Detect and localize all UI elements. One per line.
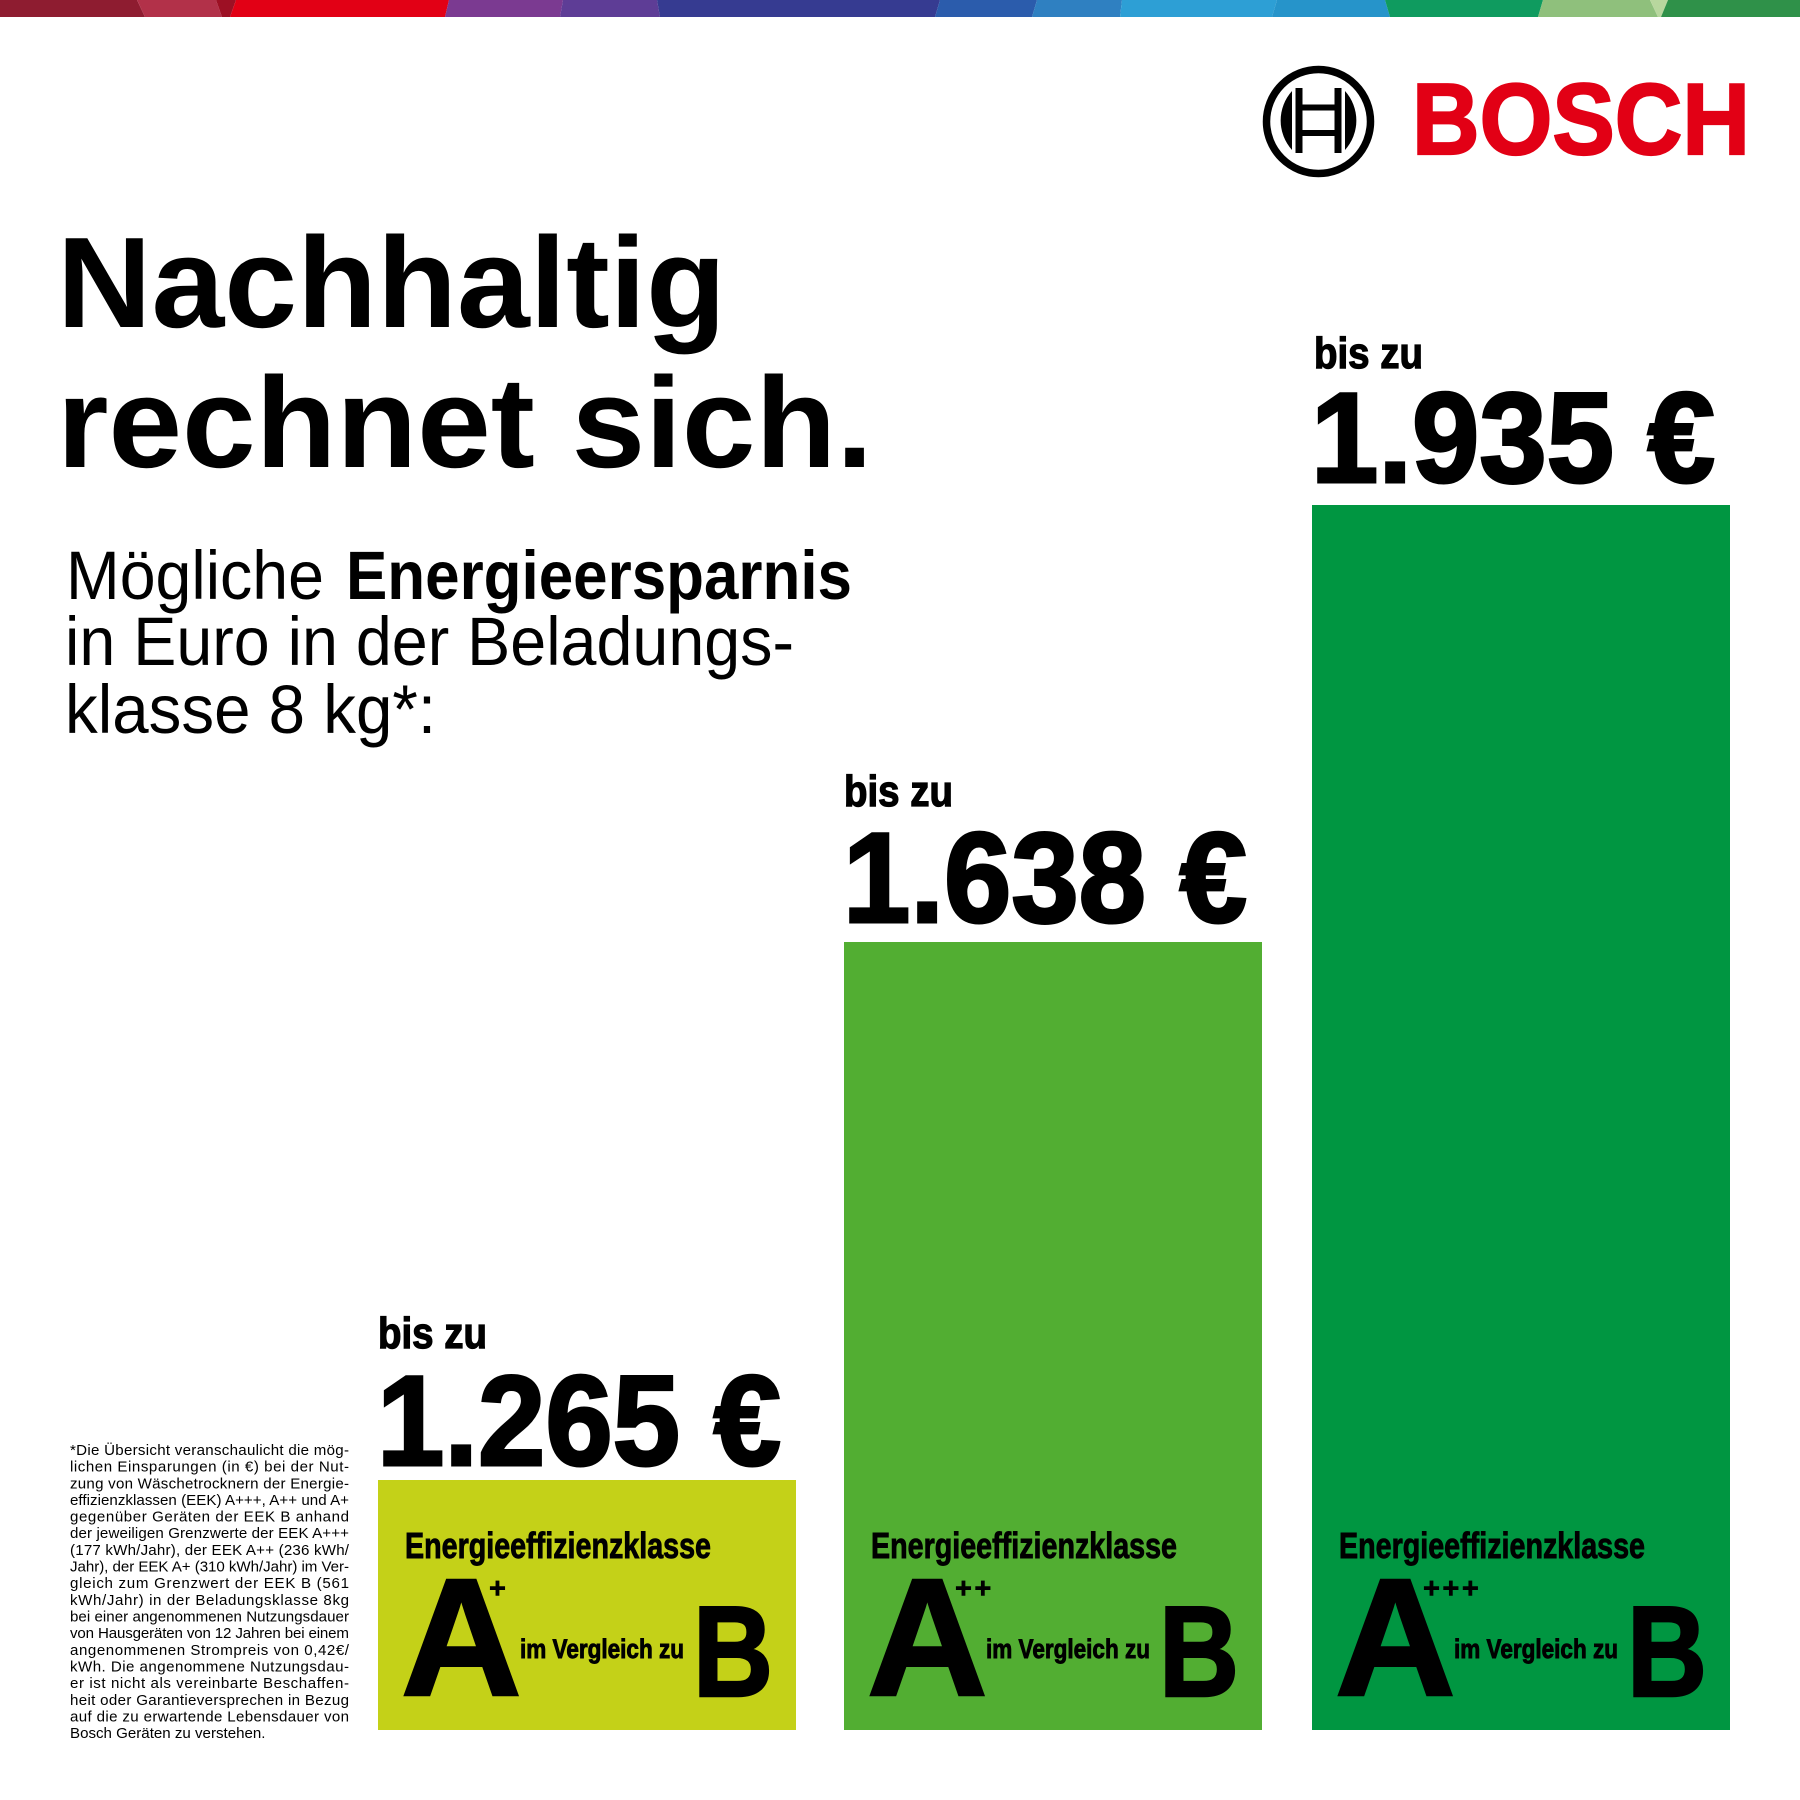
svg-text:der jeweiligen Grenzwerte der: der jeweiligen Grenzwerte der EEK A+++ bbox=[70, 1525, 349, 1542]
svg-text:bis zu: bis zu bbox=[378, 1309, 487, 1358]
svg-text:Bosch Geräten zu verstehen.: Bosch Geräten zu verstehen. bbox=[70, 1725, 266, 1742]
svg-text:heit oder Garantieversprechen: heit oder Garantieversprechen in Bezug bbox=[70, 1692, 349, 1709]
svg-text:(177 kWh/Jahr), der EEK A++ (2: (177 kWh/Jahr), der EEK A++ (236 kWh/ bbox=[70, 1542, 350, 1559]
svg-text:gegenüber Geräten der EEK B an: gegenüber Geräten der EEK B anhand bbox=[70, 1509, 349, 1526]
svg-text:1.935 €: 1.935 € bbox=[1311, 367, 1715, 510]
svg-text:angenommenen Strompreis von 0,: angenommenen Strompreis von 0,42€/ bbox=[70, 1642, 350, 1659]
svg-text:von Hausgeräten von 12 Jahren: von Hausgeräten von 12 Jahren bei einem bbox=[70, 1625, 349, 1642]
svg-text:Energieeffizienzklasse: Energieeffizienzklasse bbox=[405, 1525, 711, 1566]
svg-text:im Vergleich zu: im Vergleich zu bbox=[986, 1634, 1150, 1664]
svg-text:A: A bbox=[401, 1545, 522, 1731]
svg-text:bei einer angenommenen Nutzung: bei einer angenommenen Nutzungsdauer bbox=[70, 1609, 349, 1626]
svg-text:Mögliche: Mögliche bbox=[66, 537, 324, 614]
svg-text:B: B bbox=[1627, 1580, 1707, 1724]
svg-text:bis zu: bis zu bbox=[1314, 329, 1423, 378]
svg-text:A: A bbox=[1335, 1545, 1456, 1731]
svg-text:zung von Wäschetrocknern der E: zung von Wäschetrocknern der Energie- bbox=[70, 1475, 349, 1492]
svg-text:Energieersparnis: Energieersparnis bbox=[346, 537, 852, 614]
svg-text:1.638 €: 1.638 € bbox=[843, 807, 1247, 950]
svg-text:*Die Übersicht veranschaulicht: *Die Übersicht veranschaulicht die mög- bbox=[70, 1441, 349, 1459]
svg-text:lichen Einsparungen (in €) bei: lichen Einsparungen (in €) bei der Nut- bbox=[70, 1459, 349, 1476]
svg-text:rechnet sich.: rechnet sich. bbox=[57, 351, 873, 495]
svg-text:im Vergleich zu: im Vergleich zu bbox=[1454, 1634, 1618, 1664]
svg-text:A: A bbox=[867, 1545, 988, 1731]
svg-text:Energieeffizienzklasse: Energieeffizienzklasse bbox=[871, 1525, 1177, 1566]
svg-text:1.265 €: 1.265 € bbox=[377, 1350, 781, 1493]
svg-text:BOSCH: BOSCH bbox=[1412, 62, 1750, 176]
svg-text:+: + bbox=[489, 1573, 508, 1605]
svg-text:++: ++ bbox=[955, 1573, 994, 1605]
svg-text:er ist nicht als vereinbarte B: er ist nicht als vereinbarte Beschaffen- bbox=[70, 1675, 349, 1692]
svg-text:Energieeffizienzklasse: Energieeffizienzklasse bbox=[1339, 1525, 1645, 1566]
svg-text:kWh. Die angenommene Nutzungsd: kWh. Die angenommene Nutzungsdau- bbox=[70, 1659, 349, 1676]
svg-text:auf die zu erwartende Lebensda: auf die zu erwartende Lebensdauer von bbox=[70, 1708, 349, 1725]
svg-text:im Vergleich zu: im Vergleich zu bbox=[520, 1634, 684, 1664]
svg-text:B: B bbox=[693, 1580, 773, 1724]
svg-text:effizienzklassen (EEK) A+++, A: effizienzklassen (EEK) A+++, A++ und A+ bbox=[70, 1492, 349, 1509]
svg-text:in Euro in der Beladungs-: in Euro in der Beladungs- bbox=[65, 603, 794, 680]
svg-text:B: B bbox=[1159, 1580, 1239, 1724]
svg-text:+++: +++ bbox=[1423, 1573, 1481, 1605]
svg-text:bis zu: bis zu bbox=[844, 767, 953, 816]
svg-text:kWh/Jahr) in der Beladungsklas: kWh/Jahr) in der Beladungsklasse 8kg bbox=[70, 1592, 349, 1609]
svg-text:gleich zum Grenzwert der EEK B: gleich zum Grenzwert der EEK B (561 bbox=[70, 1575, 349, 1592]
svg-text:Jahr), der EEK A+ (310 kWh/Jah: Jahr), der EEK A+ (310 kWh/Jahr) im Ver- bbox=[70, 1559, 349, 1576]
svg-text:Nachhaltig: Nachhaltig bbox=[57, 211, 726, 355]
svg-text:klasse 8 kg*:: klasse 8 kg*: bbox=[65, 671, 436, 748]
